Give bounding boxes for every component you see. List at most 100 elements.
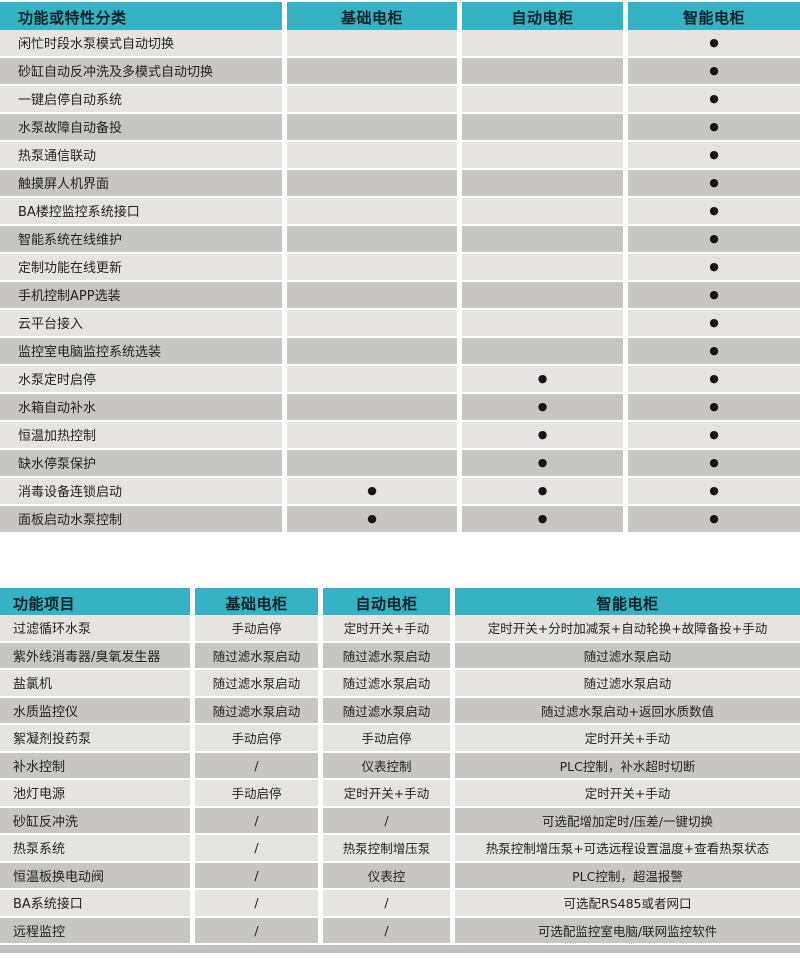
function-value-cell: 随过滤水泵启动+返回水质数值: [455, 697, 800, 723]
function-row-label: BA系统接口: [0, 890, 190, 916]
function-value-cell: /: [195, 862, 318, 888]
feature-empty-cell: [462, 114, 623, 140]
feature-empty-cell: [287, 450, 457, 476]
feature-dot-cell: ●: [628, 142, 800, 168]
function-value-cell: 随过滤水泵启动: [195, 670, 318, 696]
feature-row-label: 监控室电脑监控系统选装: [0, 338, 282, 364]
feature-empty-cell: [287, 142, 457, 168]
feature-dot-cell: ●: [628, 450, 800, 476]
feature-dot-cell: ●: [628, 170, 800, 196]
feature-row-label: 一键启停自动系统: [0, 86, 282, 112]
function-value-cell: 手动启停: [323, 725, 450, 751]
feature-empty-cell: [462, 198, 623, 224]
feature-row-label: 定制功能在线更新: [0, 254, 282, 280]
feature-empty-cell: [287, 170, 457, 196]
function-value-cell: 热泵控制增压泵+可选远程设置温度+查看热泵状态: [455, 835, 800, 861]
feature-empty-cell: [287, 114, 457, 140]
feature-dot-cell: ●: [462, 366, 623, 392]
feature-dot-cell: ●: [628, 254, 800, 280]
feature-dot-cell: ●: [628, 226, 800, 252]
function-value-cell: /: [323, 917, 450, 943]
function-row-label: 盐氯机: [0, 670, 190, 696]
function-value-cell: /: [195, 807, 318, 833]
auto-cabinet-header: 自动电柜: [323, 587, 450, 619]
function-value-cell: 手动启停: [195, 725, 318, 751]
feature-row-label: 缺水停泵保护: [0, 450, 282, 476]
function-row-label: 过滤循环水泵: [0, 615, 190, 641]
function-value-cell: /: [323, 807, 450, 833]
smart-cabinet-header: 智能电柜: [628, 2, 800, 33]
feature-empty-cell: [462, 254, 623, 280]
cut-off-next-row: [0, 945, 800, 953]
feature-dot-cell: ●: [628, 30, 800, 56]
feature-empty-cell: [462, 282, 623, 308]
function-value-cell: 热泵控制增压泵: [323, 835, 450, 861]
function-value-cell: 定时开关+分时加减泵+自动轮换+故障备投+手动: [455, 615, 800, 641]
basic-cabinet-header: 基础电柜: [287, 2, 457, 33]
feature-dot-cell: ●: [462, 450, 623, 476]
function-detail-table: 功能项目 基础电柜 自动电柜 智能电柜 过滤循环水泵 手动启停 定时开关+手动 定时开…: [0, 587, 800, 943]
smart-cabinet-header: 智能电柜: [455, 587, 800, 619]
function-row-label: 热泵系统: [0, 835, 190, 861]
function-value-cell: 可选配增加定时/压差/一键切换: [455, 807, 800, 833]
function-value-cell: 仪表控制: [323, 752, 450, 778]
feature-dot-cell: ●: [628, 198, 800, 224]
function-value-cell: /: [195, 752, 318, 778]
feature-empty-cell: [462, 338, 623, 364]
function-value-cell: 定时开关+手动: [323, 780, 450, 806]
function-row-label: 池灯电源: [0, 780, 190, 806]
function-value-cell: 定时开关+手动: [455, 780, 800, 806]
function-row-label: 远程监控: [0, 917, 190, 943]
feature-empty-cell: [287, 338, 457, 364]
feature-dot-cell: ●: [628, 58, 800, 84]
feature-row-label: 水泵定时启停: [0, 366, 282, 392]
feature-row-label: 砂缸自动反冲洗及多模式自动切换: [0, 58, 282, 84]
feature-empty-cell: [287, 30, 457, 56]
function-value-cell: 定时开关+手动: [323, 615, 450, 641]
function-value-cell: 随过滤水泵启动: [195, 697, 318, 723]
feature-empty-cell: [287, 310, 457, 336]
feature-empty-cell: [287, 422, 457, 448]
function-value-cell: 随过滤水泵启动: [455, 670, 800, 696]
function-row-label: 恒温板换电动阀: [0, 862, 190, 888]
feature-row-label: BA楼控监控系统接口: [0, 198, 282, 224]
function-value-cell: /: [323, 890, 450, 916]
feature-empty-cell: [287, 86, 457, 112]
feature-row-label: 水泵故障自动备投: [0, 114, 282, 140]
feature-dot-cell: ●: [628, 506, 800, 532]
function-value-cell: 随过滤水泵启动: [323, 642, 450, 668]
feature-dot-cell: ●: [628, 394, 800, 420]
function-value-cell: 随过滤水泵启动: [455, 642, 800, 668]
function-value-cell: 手动启停: [195, 615, 318, 641]
feature-row-label: 水箱自动补水: [0, 394, 282, 420]
feature-empty-cell: [287, 226, 457, 252]
feature-dot-cell: ●: [628, 114, 800, 140]
function-value-cell: PLC控制，补水超时切断: [455, 752, 800, 778]
feature-empty-cell: [462, 170, 623, 196]
function-value-cell: /: [195, 890, 318, 916]
feature-empty-cell: [462, 58, 623, 84]
function-value-cell: 随过滤水泵启动: [323, 697, 450, 723]
function-value-cell: /: [195, 917, 318, 943]
feature-row-label: 消毒设备连锁启动: [0, 478, 282, 504]
function-row-label: 水质监控仪: [0, 697, 190, 723]
function-item-header: 功能项目: [0, 587, 190, 619]
feature-dot-cell: ●: [462, 506, 623, 532]
feature-dot-cell: ●: [628, 282, 800, 308]
function-value-cell: 仪表控: [323, 862, 450, 888]
feature-row-label: 热泵通信联动: [0, 142, 282, 168]
feature-dot-cell: ●: [628, 478, 800, 504]
feature-row-label: 面板启动水泵控制: [0, 506, 282, 532]
function-row-label: 补水控制: [0, 752, 190, 778]
feature-row-label: 闲忙时段水泵模式自动切换: [0, 30, 282, 56]
function-value-cell: 可选配RS485或者网口: [455, 890, 800, 916]
function-value-cell: 随过滤水泵启动: [195, 642, 318, 668]
feature-empty-cell: [287, 366, 457, 392]
function-value-cell: /: [195, 835, 318, 861]
feature-dot-cell: ●: [287, 478, 457, 504]
feature-row-label: 智能系统在线维护: [0, 226, 282, 252]
feature-empty-cell: [287, 198, 457, 224]
feature-empty-cell: [462, 86, 623, 112]
basic-cabinet-header: 基础电柜: [195, 587, 318, 619]
